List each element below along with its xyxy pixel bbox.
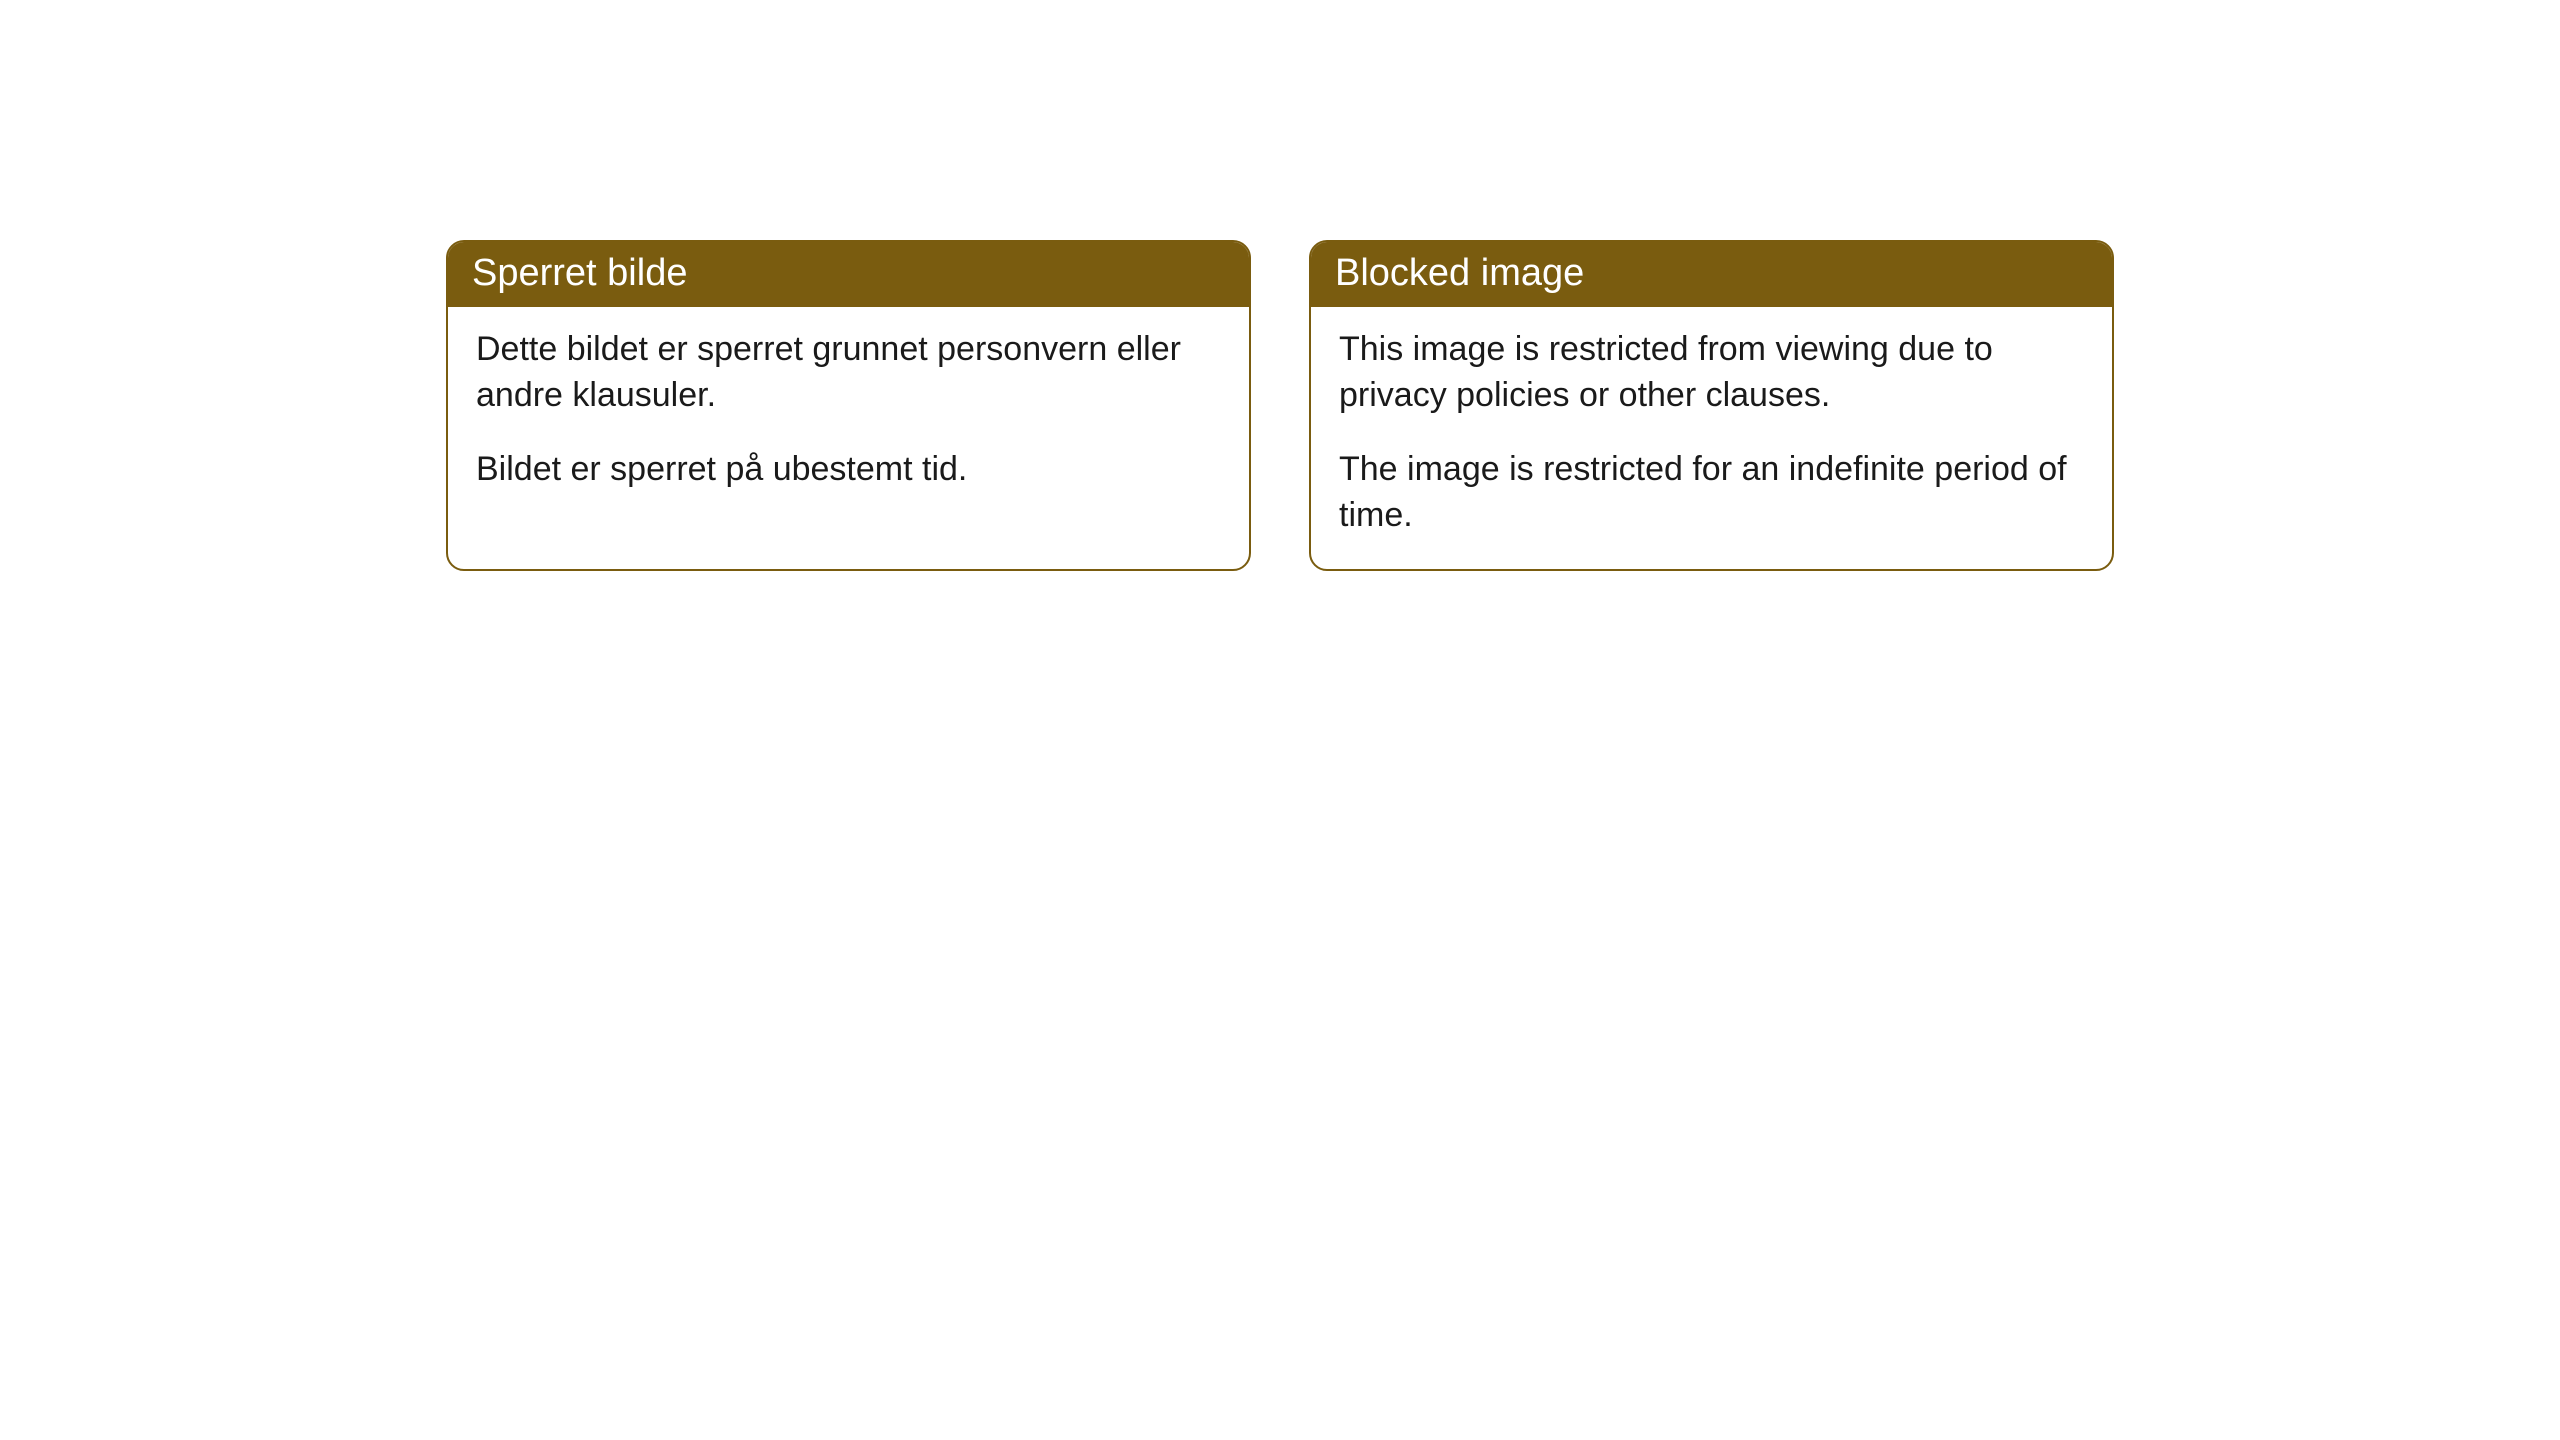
card-paragraph: This image is restricted from viewing du… — [1339, 327, 2084, 419]
notice-card-english: Blocked image This image is restricted f… — [1309, 240, 2114, 571]
card-header: Blocked image — [1311, 242, 2112, 307]
notice-card-norwegian: Sperret bilde Dette bildet er sperret gr… — [446, 240, 1251, 571]
card-paragraph: The image is restricted for an indefinit… — [1339, 447, 2084, 539]
card-title: Sperret bilde — [472, 252, 687, 294]
card-header: Sperret bilde — [448, 242, 1249, 307]
card-body: Dette bildet er sperret grunnet personve… — [448, 307, 1249, 523]
card-body: This image is restricted from viewing du… — [1311, 307, 2112, 569]
card-title: Blocked image — [1335, 252, 1584, 294]
card-paragraph: Dette bildet er sperret grunnet personve… — [476, 327, 1221, 419]
card-paragraph: Bildet er sperret på ubestemt tid. — [476, 447, 1221, 493]
notice-container: Sperret bilde Dette bildet er sperret gr… — [446, 240, 2114, 571]
